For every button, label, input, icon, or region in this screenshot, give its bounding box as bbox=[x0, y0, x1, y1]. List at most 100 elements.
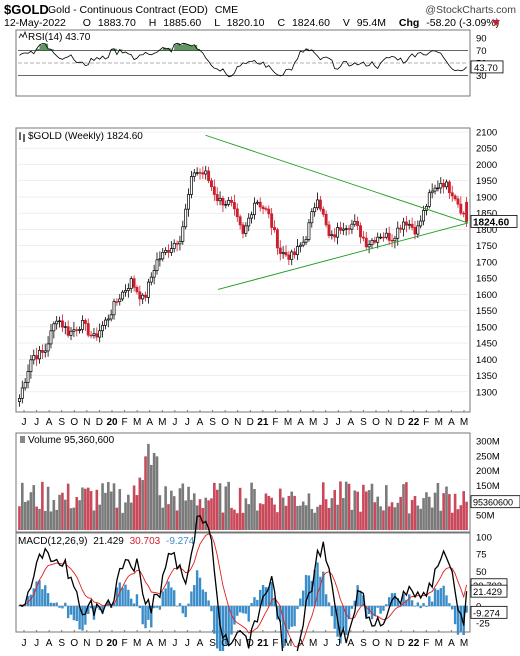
volume-bar bbox=[356, 492, 359, 530]
candle-body bbox=[437, 188, 439, 189]
volume-bar bbox=[104, 493, 107, 530]
candle-body bbox=[27, 372, 29, 383]
volume-bar bbox=[285, 506, 288, 530]
candle-body bbox=[162, 252, 164, 258]
macd-name: MACD(12,26,9) bbox=[18, 536, 87, 547]
candle-body bbox=[319, 200, 321, 209]
candle-body bbox=[93, 334, 95, 336]
candle-body bbox=[460, 204, 462, 213]
macd-hist-bar bbox=[408, 594, 410, 606]
macd-hist-bar bbox=[431, 602, 433, 607]
volume-bar bbox=[30, 492, 33, 530]
macd-hist-bar bbox=[377, 606, 379, 608]
x-axis-label: O bbox=[221, 417, 229, 428]
candle-body bbox=[308, 223, 310, 240]
candle-body bbox=[434, 188, 436, 191]
macd-hist-bar bbox=[394, 593, 396, 606]
candle-body bbox=[127, 288, 129, 290]
volume-bar bbox=[124, 502, 127, 530]
x-axis-label: 20 bbox=[106, 417, 118, 428]
x-axis-label-bottom: J bbox=[323, 638, 328, 649]
volume-bar bbox=[245, 498, 248, 530]
volume-bar bbox=[202, 508, 205, 530]
candle-body bbox=[196, 173, 198, 174]
volume-bar bbox=[35, 507, 38, 530]
volume-tick-label: 50M bbox=[476, 511, 495, 522]
x-axis-label-bottom: J bbox=[22, 638, 27, 649]
candle-body bbox=[139, 292, 141, 299]
change-label: Chg bbox=[399, 17, 419, 29]
x-axis-label: N bbox=[234, 417, 241, 428]
volume-bar bbox=[425, 492, 428, 530]
volume-bar bbox=[98, 505, 101, 530]
volume-bar bbox=[182, 483, 185, 530]
candle-body bbox=[382, 237, 384, 238]
volume-bar bbox=[187, 487, 190, 530]
volume-bar bbox=[210, 498, 213, 530]
macd-hist-bar bbox=[84, 606, 86, 625]
candle-body bbox=[422, 210, 424, 221]
volume-bar bbox=[276, 512, 279, 530]
macd-hist-bar bbox=[136, 594, 138, 606]
macd-hist-bar bbox=[448, 603, 450, 606]
macd-hist-bar bbox=[242, 606, 244, 613]
rsi-line bbox=[19, 43, 466, 77]
x-axis-label: 22 bbox=[408, 417, 420, 428]
candle-body bbox=[357, 221, 359, 225]
candle-body bbox=[119, 299, 121, 302]
candle-body bbox=[213, 187, 215, 195]
macd-hist-bar bbox=[121, 588, 123, 607]
volume-bar bbox=[247, 504, 250, 530]
candle-body bbox=[445, 182, 447, 187]
macd-hist-bar bbox=[153, 606, 155, 608]
candle-body bbox=[299, 245, 301, 246]
candle-body bbox=[153, 270, 155, 277]
volume-bar bbox=[70, 508, 73, 530]
candle-body bbox=[136, 287, 138, 292]
macd-hist-bar bbox=[133, 603, 135, 606]
x-axis-label: J bbox=[34, 417, 39, 428]
volume-bar bbox=[457, 509, 460, 530]
macd-hist-bar bbox=[428, 596, 430, 606]
candle-body bbox=[394, 238, 396, 241]
candle-body bbox=[24, 383, 26, 388]
volume-bars bbox=[18, 444, 468, 530]
macd-hist-bar bbox=[233, 606, 235, 625]
candle-body bbox=[233, 202, 235, 208]
volume-bar bbox=[164, 486, 167, 530]
low-value: 1820.10 bbox=[227, 17, 265, 29]
volume-bar bbox=[233, 510, 236, 530]
macd-value-label: 21.429 bbox=[93, 536, 124, 547]
candle-body bbox=[47, 344, 49, 351]
volume-bar bbox=[41, 482, 44, 530]
volume-bar bbox=[153, 453, 156, 530]
candle-body bbox=[173, 243, 175, 248]
candle-body bbox=[90, 335, 92, 336]
candle-body bbox=[282, 252, 284, 253]
volume-bar bbox=[81, 487, 84, 530]
macd-tick-label: 100 bbox=[476, 533, 492, 544]
candle-body bbox=[21, 388, 23, 398]
volume-bar bbox=[84, 489, 87, 530]
macd-hist-bar bbox=[265, 587, 267, 606]
instrument-name: Gold - Continuous Contract (EOD) CME bbox=[48, 4, 238, 16]
macd-hist-bar bbox=[44, 585, 46, 606]
candle-body bbox=[362, 237, 364, 238]
macd-hist-bar bbox=[417, 602, 419, 606]
trendlines bbox=[206, 135, 469, 289]
x-axis-label: F bbox=[423, 417, 429, 428]
exchange-label: CME bbox=[215, 4, 238, 16]
volume-bar bbox=[116, 508, 119, 530]
price-tick-label: 1650 bbox=[476, 274, 497, 285]
volume-bar bbox=[359, 512, 362, 530]
macd-hist-bar bbox=[440, 588, 442, 606]
candle-body bbox=[193, 173, 195, 177]
x-axis-label: N bbox=[83, 417, 90, 428]
volume-bar bbox=[90, 491, 93, 530]
x-axis-label: J bbox=[172, 417, 177, 428]
macd-hist-bar bbox=[236, 606, 238, 616]
candle-body bbox=[342, 229, 344, 230]
volume-bar bbox=[222, 513, 225, 530]
candle-body bbox=[225, 204, 227, 205]
instrument-title: Gold - Continuous Contract (EOD) bbox=[48, 4, 208, 16]
